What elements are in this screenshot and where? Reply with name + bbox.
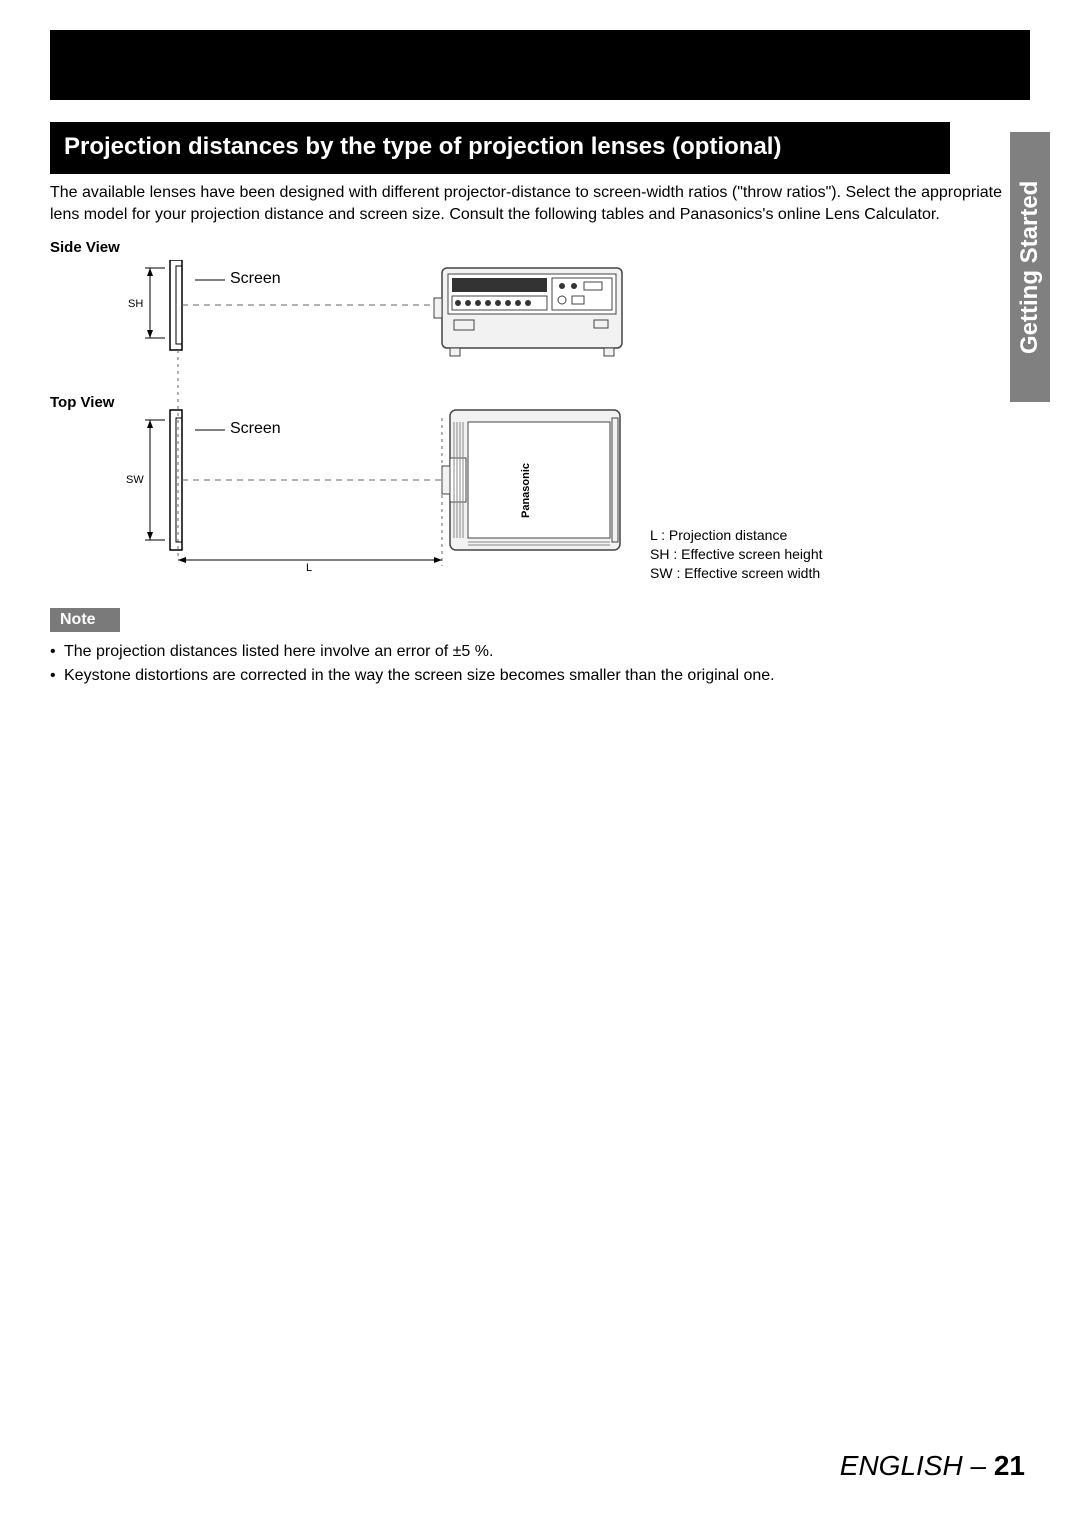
legend-sw: SW : Effective screen width [650,564,823,583]
top-banner [50,30,1030,100]
footer-sep: – [963,1450,994,1481]
legend: L : Projection distance SH : Effective s… [650,526,823,583]
sw-label: SW [126,474,144,486]
top-view-label: Top View [50,394,114,411]
note-list: The projection distances listed here inv… [50,640,1030,688]
footer-page: 21 [994,1450,1025,1481]
footer-lang: ENGLISH [840,1450,963,1481]
legend-sh: SH : Effective screen height [650,545,823,564]
screen-label-side: Screen [230,270,281,288]
screen-label-top: Screen [230,420,281,438]
note-heading: Note [50,608,120,632]
page-footer: ENGLISH – 21 [840,1450,1025,1482]
legend-l: L : Projection distance [650,526,823,545]
section-title: Projection distances by the type of proj… [50,122,950,174]
side-view-label: Side View [50,239,1030,256]
brand-label: Panasonic [520,463,532,518]
intro-text: The available lenses have been designed … [50,182,1010,225]
diagram: Screen Screen SH SW L Panasonic L : Proj… [50,260,1010,590]
note-item: Keystone distortions are corrected in th… [50,664,1030,688]
sh-label: SH [128,298,143,310]
section-tab: Getting Started [1010,132,1050,402]
note-item: The projection distances listed here inv… [50,640,1030,664]
l-label: L [306,562,312,574]
